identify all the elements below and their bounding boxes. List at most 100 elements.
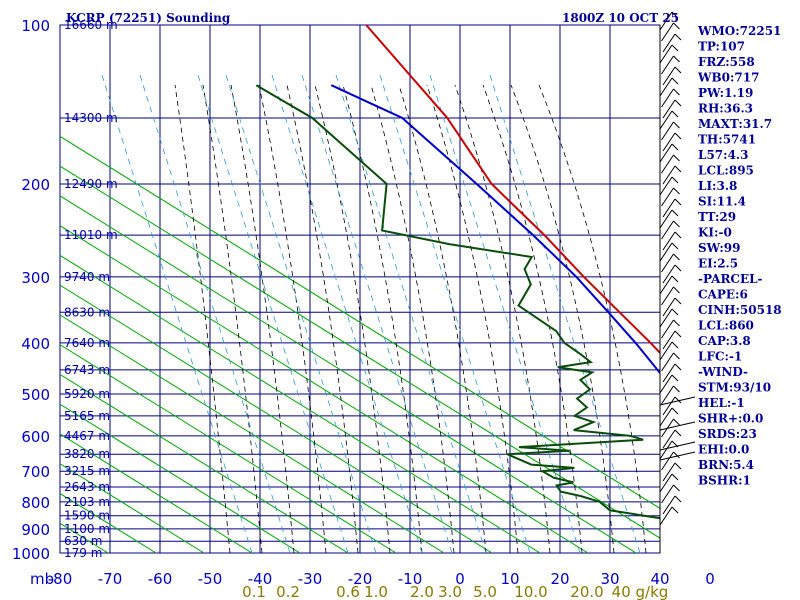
sounding-index: TH:5741 <box>698 133 756 147</box>
wind-barb-flag <box>673 154 680 162</box>
wind-barb-flag <box>673 385 680 393</box>
dry-adiabat <box>60 344 397 553</box>
height-label: 3215 m <box>64 464 110 478</box>
wind-barb-flag <box>673 451 680 459</box>
dry-adiabat <box>60 314 445 553</box>
mixing-ratio-lines <box>101 74 641 553</box>
wind-barb <box>659 143 673 163</box>
parcel-trace <box>330 84 660 375</box>
moist-adiabat <box>230 84 295 553</box>
height-label: 12490 m <box>64 177 118 191</box>
mixing-ratio-line <box>139 74 291 553</box>
sounding-index: SRDS:23 <box>698 427 757 441</box>
wind-barb-flag <box>674 297 682 305</box>
sounding-index: LI:3.8 <box>698 179 737 193</box>
temperature-tick-label: 10 <box>500 570 519 588</box>
moist-adiabat <box>538 84 647 553</box>
pressure-tick-label: 1000 <box>12 545 50 563</box>
temperature-tick-label: -60 <box>148 570 173 588</box>
wind-barb <box>662 231 676 251</box>
wind-barb <box>659 451 696 461</box>
temperature-tick-label: -20 <box>348 570 373 588</box>
sounding-index: WMO:72251 <box>697 24 781 38</box>
wind-barb-flag <box>673 55 680 63</box>
temperature-trace <box>365 25 660 355</box>
wind-barb-flag <box>674 330 682 338</box>
dry-adiabat <box>60 225 589 553</box>
wind-barb-flag <box>671 110 679 118</box>
height-label: 2103 m <box>64 495 110 509</box>
sounding-index: L57:4.3 <box>698 148 748 162</box>
wind-barb <box>659 440 673 460</box>
wind-barb <box>661 22 674 42</box>
dry-adiabat <box>0 119 12 553</box>
height-label: 5920 m <box>64 387 110 401</box>
wind-barb-flag <box>674 198 682 206</box>
wind-barb <box>659 396 696 406</box>
sounding-index: LFC:-1 <box>698 350 742 364</box>
wind-barb <box>662 495 676 515</box>
sounding-index: LCL:895 <box>698 164 754 178</box>
dry-adiabat <box>60 433 253 553</box>
moist-adiabat <box>398 84 487 553</box>
wind-barb <box>662 462 676 482</box>
wind-barb-flag <box>671 341 679 349</box>
wind-barb <box>659 308 673 328</box>
wind-barb <box>661 385 674 405</box>
wind-barb <box>659 374 673 394</box>
wind-barb-flag <box>671 143 679 151</box>
wind-barb-flag <box>673 319 680 327</box>
temperature-tick-label: -50 <box>198 570 223 588</box>
wind-barb <box>659 242 673 262</box>
temperature-tick-label: 0 <box>705 570 715 588</box>
sounding-index: HEL:-1 <box>698 396 745 410</box>
dry-adiabats <box>0 119 660 553</box>
wind-barb-flag <box>671 473 679 481</box>
wind-barb-flag <box>674 99 682 107</box>
dry-adiabat <box>60 254 541 553</box>
chart-title: KCRP (72251) Sounding <box>66 11 231 25</box>
moist-adiabat <box>174 84 231 553</box>
mixing-ratio-line <box>101 74 253 553</box>
wind-barb-flag <box>674 231 682 239</box>
wind-barb-flag <box>674 363 682 371</box>
dry-adiabat <box>60 403 301 553</box>
wind-barbs <box>659 11 696 553</box>
wind-barb <box>662 297 676 317</box>
wind-barb <box>662 165 676 185</box>
pressure-tick-label: 500 <box>21 386 50 404</box>
wind-barb-flag <box>673 187 680 195</box>
sounding-index: BRN:5.4 <box>698 458 754 472</box>
dry-adiabat <box>60 373 349 553</box>
sounding-index: -PARCEL- <box>698 272 763 286</box>
sounding-index: MAXT:31.7 <box>698 117 772 131</box>
sounding-index: PW:1.19 <box>698 86 753 100</box>
dry-adiabat <box>60 195 637 553</box>
wind-barb <box>661 121 674 141</box>
height-label: 1100 m <box>64 522 110 536</box>
wind-barb <box>662 363 676 383</box>
wind-barb-flag <box>671 242 679 250</box>
sounding-index: SI:11.4 <box>698 195 746 209</box>
sounding-index: KI:-0 <box>698 226 732 240</box>
wind-barb-flag <box>673 418 680 426</box>
sounding-index: CAP:3.8 <box>698 334 751 348</box>
moist-adiabat <box>286 84 359 553</box>
temperature-tick-label: -70 <box>98 570 123 588</box>
wind-barb <box>661 55 674 75</box>
pressure-tick-label: 200 <box>21 176 50 194</box>
mixing-ratio-label: 40 g/kg <box>612 583 669 600</box>
wind-barb-flag <box>673 253 680 261</box>
wind-barb-flag <box>671 506 679 514</box>
wind-barb <box>661 253 674 273</box>
wind-barb-flag <box>673 286 680 294</box>
pressure-tick-label: 900 <box>21 521 50 539</box>
wind-barb <box>661 154 674 174</box>
wind-barb <box>659 421 696 431</box>
wind-barb <box>662 396 676 416</box>
moist-adiabat <box>510 84 615 553</box>
wind-barb-flag <box>674 165 682 173</box>
height-label: 8630 m <box>64 305 110 319</box>
wind-barb-flag <box>671 308 679 316</box>
